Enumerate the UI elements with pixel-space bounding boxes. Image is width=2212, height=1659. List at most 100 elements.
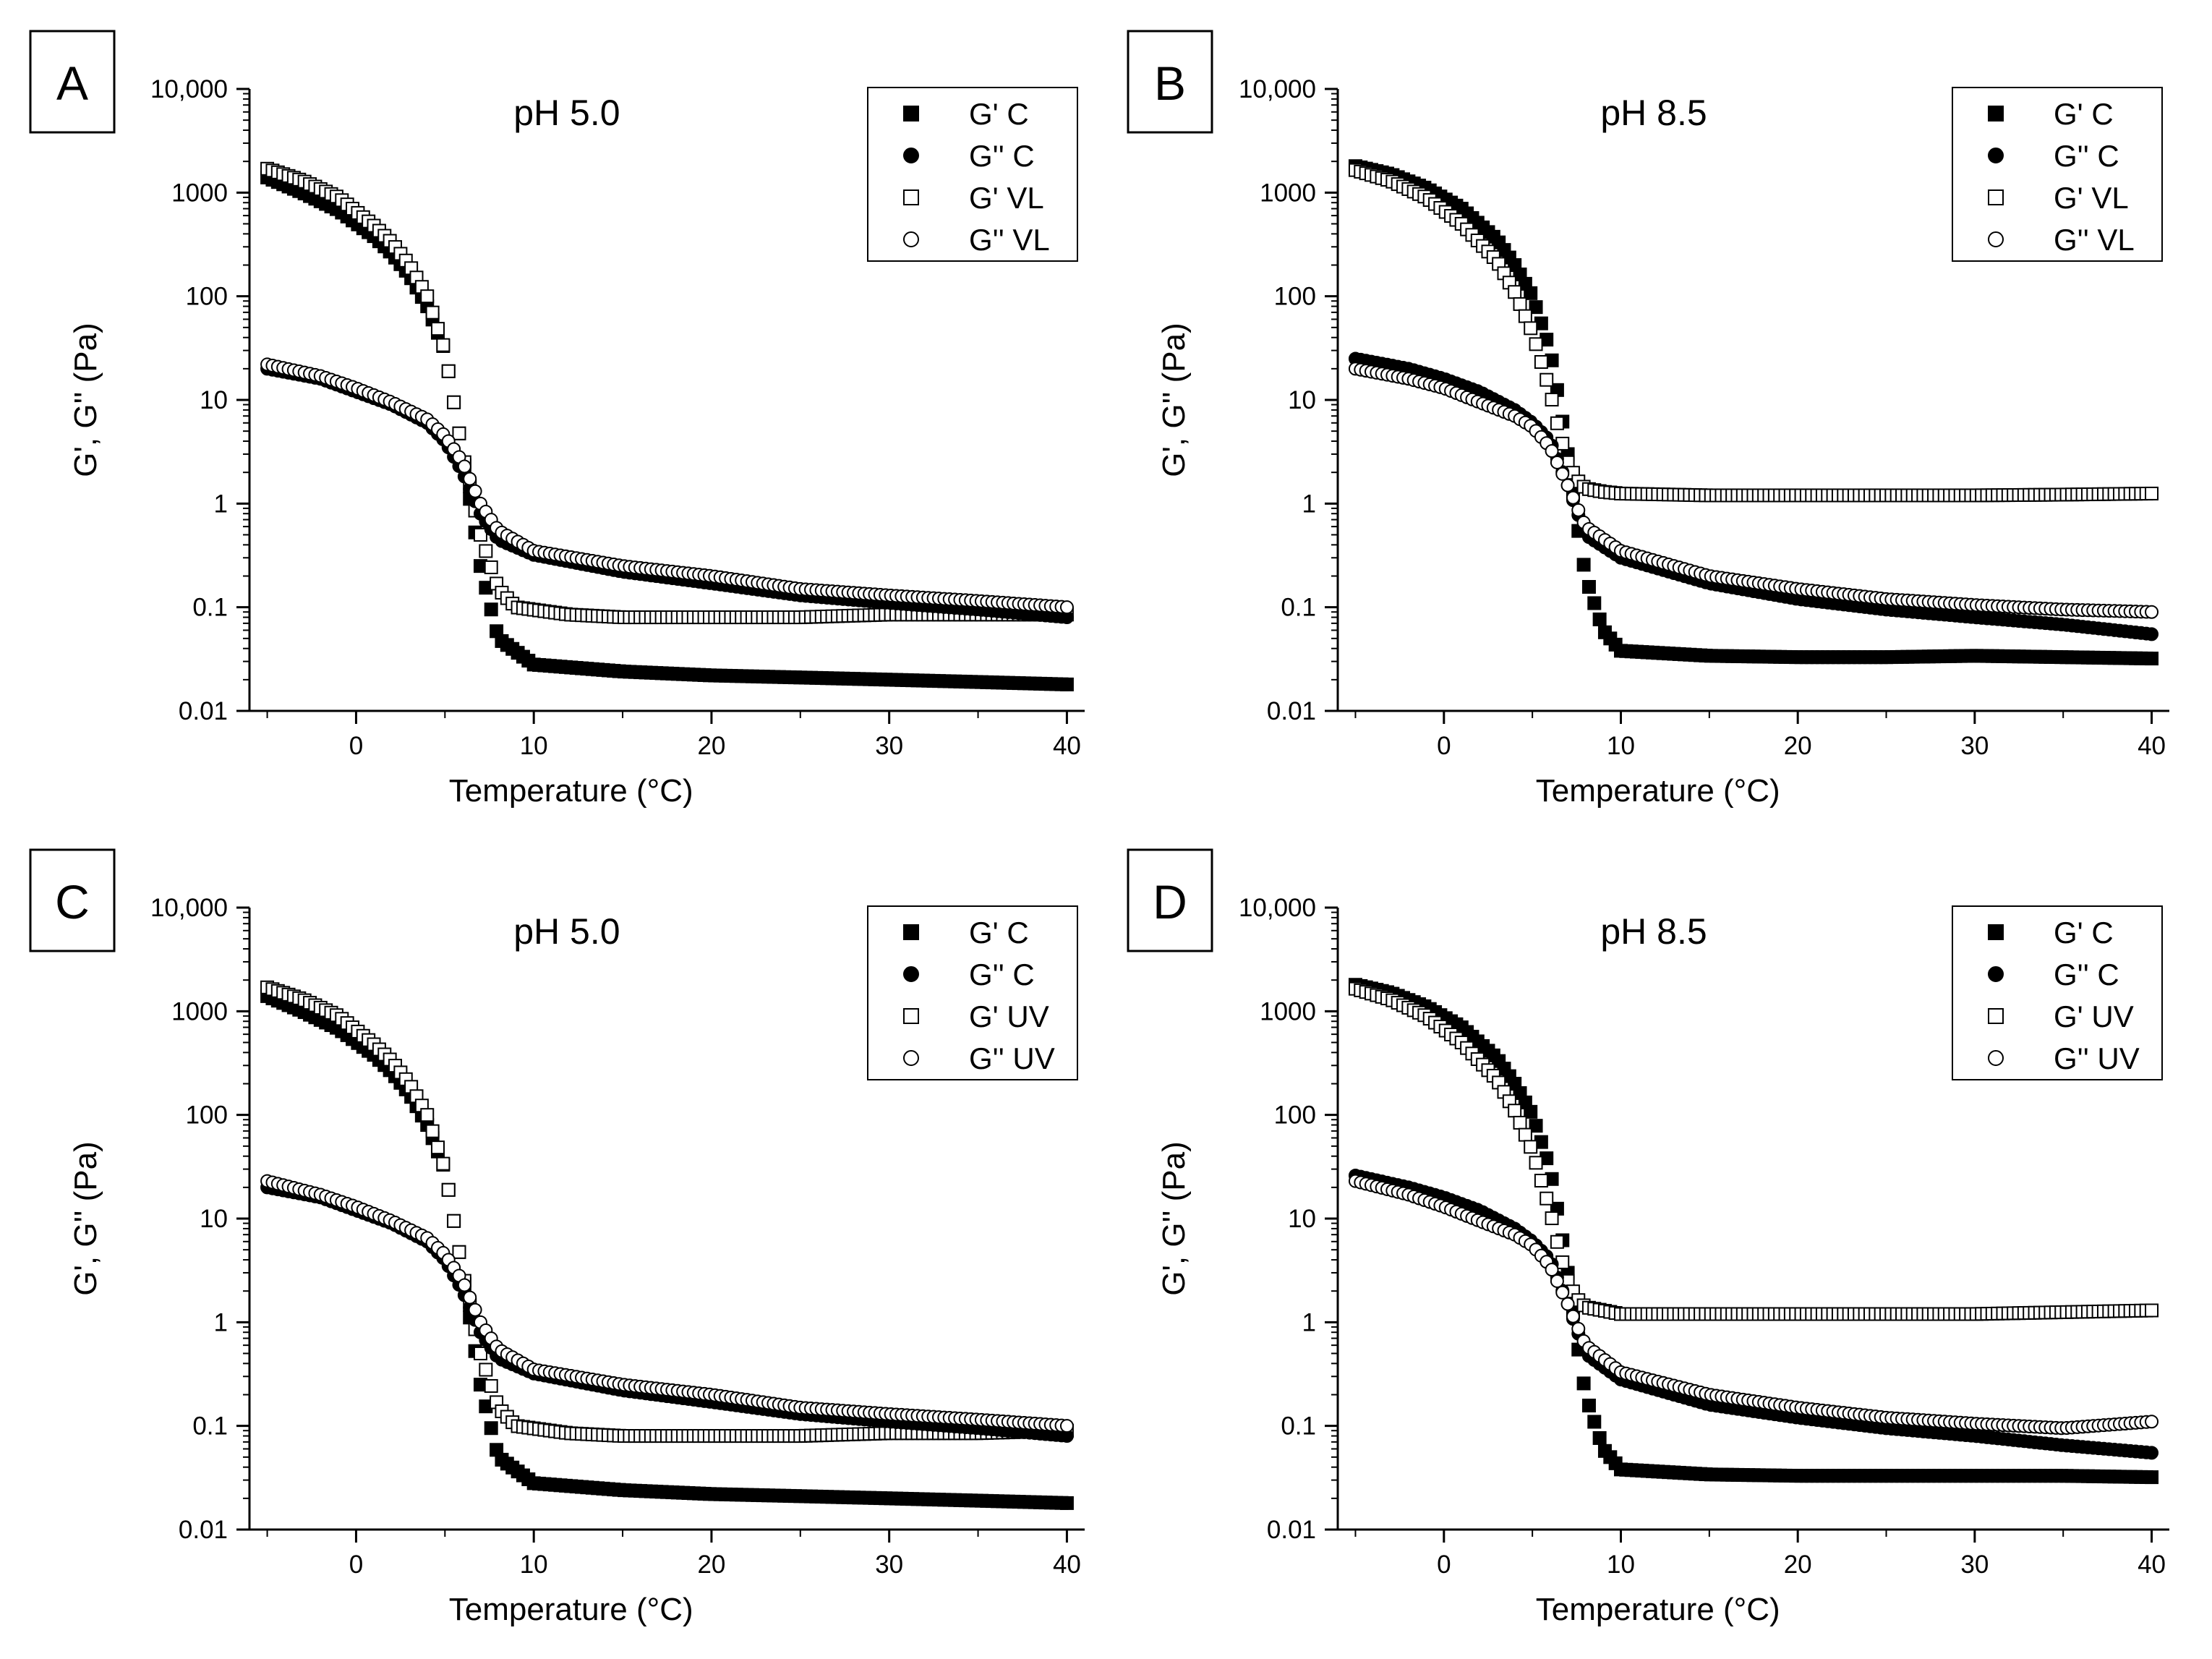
y-tick-label: 0.01 [1267, 697, 1316, 725]
x-tick-label: 20 [697, 1551, 725, 1579]
data-point [1508, 1104, 1522, 1118]
legend-entry: G' UV [969, 999, 1049, 1033]
panel-label-box [29, 30, 116, 134]
x-axis-title: Temperature (°C) [449, 773, 693, 809]
data-point [2145, 486, 2159, 500]
data-point [1545, 444, 1559, 459]
data-point [1059, 1496, 1074, 1510]
data-point [484, 1378, 498, 1393]
y-tick-label: 1 [1302, 490, 1316, 518]
data-point [436, 1156, 450, 1171]
legend-marker [1988, 924, 2004, 940]
legend-marker [1988, 1008, 2004, 1024]
data-point [1571, 503, 1586, 517]
y-tick-label: 1 [214, 1308, 228, 1336]
data-point [473, 1346, 487, 1360]
data-point [1550, 1234, 1564, 1249]
data-point [1587, 596, 1602, 610]
data-point [457, 459, 471, 474]
x-tick-label: 40 [2138, 732, 2166, 760]
data-point [1513, 1115, 1527, 1130]
data-point [441, 1182, 456, 1197]
panel-label: A [56, 56, 88, 110]
y-tick-label: 1000 [171, 179, 228, 207]
data-point [447, 1214, 461, 1228]
panel-title: pH 5.0 [513, 911, 620, 952]
x-tick-label: 40 [1053, 1551, 1081, 1579]
y-axis-title: G', G'' (Pa) [1156, 323, 1192, 477]
data-point [1571, 1321, 1586, 1336]
legend-entry: G'' C [2054, 958, 2119, 991]
y-tick-label: 1000 [171, 997, 228, 1025]
legend-box [1952, 87, 2163, 262]
data-point [1560, 1297, 1575, 1311]
data-point [1518, 309, 1532, 323]
legend-box [1952, 905, 2163, 1080]
y-tick-label: 0.1 [1281, 594, 1316, 622]
panel-label-box [29, 848, 116, 952]
y-tick-label: 0.01 [1267, 1516, 1316, 1544]
data-point [463, 1290, 477, 1305]
legend-marker [1988, 148, 2004, 163]
data-point [2145, 1303, 2159, 1318]
data-point [484, 1421, 498, 1436]
y-tick-label: 0.1 [1281, 1412, 1316, 1441]
y-axis-title: G', G'' (Pa) [1156, 1141, 1192, 1295]
data-point [1540, 1191, 1554, 1206]
legend-marker [1988, 106, 2004, 121]
legend-entry: G'' UV [969, 1041, 1055, 1075]
legend: G' C G'' C G' UV G'' UV [867, 905, 1078, 1080]
x-axis-title: Temperature (°C) [1536, 773, 1780, 809]
y-tick-label: 0.1 [192, 1412, 228, 1441]
data-point [1524, 1104, 1538, 1119]
legend-entry: G'' VL [2054, 223, 2135, 257]
data-point [1560, 478, 1575, 492]
legend: G' C G'' C G' VL G'' VL [867, 87, 1078, 262]
data-point [2145, 1446, 2159, 1460]
data-point [1513, 297, 1527, 311]
data-point [1576, 1376, 1591, 1391]
data-point [1059, 1419, 1074, 1433]
data-point [1581, 1399, 1596, 1413]
legend-marker [1988, 231, 2004, 247]
data-point [1566, 490, 1580, 505]
data-point [1529, 1119, 1543, 1133]
series-g-uv [1348, 1174, 2159, 1436]
data-point [1524, 286, 1538, 300]
legend-entry: G' VL [969, 181, 1044, 215]
legend-marker [903, 231, 919, 247]
data-point [1524, 1140, 1538, 1154]
data-point [1529, 1156, 1543, 1170]
legend-marker [903, 966, 919, 982]
series-g-vl [260, 161, 1074, 625]
x-axis-title: Temperature (°C) [1536, 1592, 1780, 1627]
y-tick-label: 10 [1288, 386, 1316, 414]
legend-entry: G'' VL [969, 223, 1050, 257]
data-point [420, 1108, 435, 1122]
y-tick-label: 10,000 [1239, 75, 1316, 103]
data-point [1587, 1415, 1602, 1429]
data-point [1550, 416, 1564, 430]
legend-marker [903, 1008, 919, 1024]
x-tick-label: 40 [1053, 732, 1081, 760]
legend-entry: G' C [2054, 97, 2114, 131]
data-point [1545, 393, 1559, 407]
legend-entry: G'' C [969, 958, 1035, 991]
data-point [1508, 285, 1522, 299]
legend-marker [903, 189, 919, 205]
panel-label: C [55, 875, 90, 929]
y-tick-label: 0.01 [179, 1516, 228, 1544]
legend-marker [1988, 189, 2004, 205]
y-tick-label: 100 [186, 1101, 228, 1130]
data-point [473, 527, 487, 542]
chart-panel-d: D 0 10 20 30 40 0.01 0.1 1 10 100 1000 10,000 Tempera… [1127, 848, 2169, 1627]
data-point [1566, 1309, 1580, 1323]
legend-marker [903, 1050, 919, 1066]
x-tick-label: 30 [875, 732, 903, 760]
x-tick-label: 10 [1607, 1551, 1635, 1579]
legend-marker [903, 106, 919, 121]
series-g-vl [1348, 362, 2159, 619]
y-tick-label: 1 [1302, 1308, 1316, 1336]
data-point [2145, 627, 2159, 641]
